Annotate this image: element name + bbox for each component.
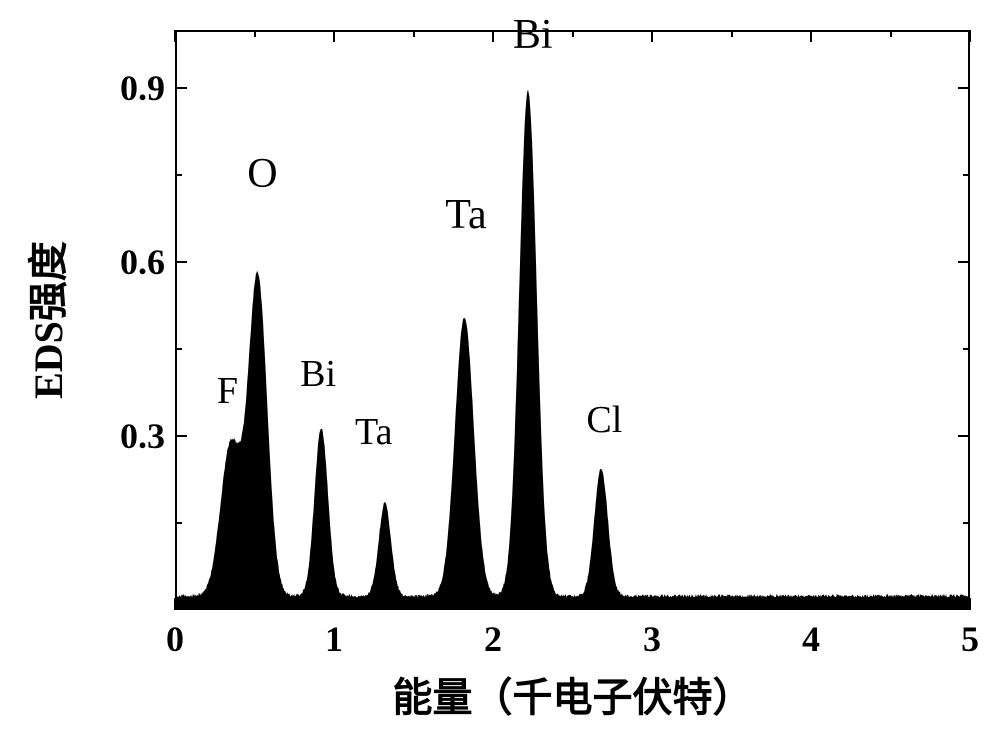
y-tick-minor-right — [963, 348, 970, 350]
x-tick-minor — [254, 603, 256, 610]
x-tick-minor — [413, 603, 415, 610]
x-tick-major — [969, 598, 971, 610]
x-tick-major-top — [810, 30, 812, 42]
x-tick-label: 1 — [325, 618, 343, 660]
y-tick-major-right — [958, 435, 970, 437]
x-tick-minor-top — [413, 30, 415, 37]
y-tick-minor — [175, 522, 182, 524]
spectrum-path — [175, 90, 970, 610]
x-tick-minor-top — [731, 30, 733, 37]
x-tick-label: 5 — [961, 618, 979, 660]
x-axis-label: 能量（千电子伏特） — [393, 665, 753, 723]
y-tick-label: 0.9 — [120, 67, 165, 109]
x-tick-major — [333, 598, 335, 610]
peak-label: Ta — [355, 410, 392, 454]
x-tick-major — [174, 598, 176, 610]
x-tick-major-top — [492, 30, 494, 42]
peak-label: Ta — [445, 191, 486, 239]
y-tick-major — [175, 261, 187, 263]
x-tick-major — [492, 598, 494, 610]
x-tick-minor — [890, 603, 892, 610]
eds-chart: EDS强度 能量（千电子伏特） 0 1 2 3 4 5 0.3 0.6 0.9 F O Bi Ta Ta B… — [0, 0, 1001, 747]
y-tick-major-right — [958, 87, 970, 89]
y-tick-label: 0.3 — [120, 415, 165, 457]
x-tick-major-top — [174, 30, 176, 42]
y-tick-minor-right — [963, 522, 970, 524]
x-tick-major-top — [333, 30, 335, 42]
x-tick-minor — [731, 603, 733, 610]
x-tick-minor-top — [254, 30, 256, 37]
y-tick-minor-right — [963, 174, 970, 176]
y-tick-major-right — [958, 261, 970, 263]
y-tick-major — [175, 87, 187, 89]
x-tick-label: 3 — [643, 618, 661, 660]
peak-label: F — [217, 369, 238, 413]
peak-label: O — [247, 150, 277, 198]
x-tick-minor-top — [890, 30, 892, 37]
y-axis-label: EDS强度 — [16, 241, 74, 399]
peak-label: Bi — [300, 352, 336, 396]
x-tick-major-top — [969, 30, 971, 42]
y-tick-label: 0.6 — [120, 241, 165, 283]
x-tick-major-top — [651, 30, 653, 42]
x-tick-minor — [572, 603, 574, 610]
x-tick-major — [810, 598, 812, 610]
y-tick-minor — [175, 174, 182, 176]
x-tick-minor-top — [572, 30, 574, 37]
peak-label: Bi — [513, 11, 553, 59]
x-tick-label: 4 — [802, 618, 820, 660]
peak-label: Cl — [586, 398, 622, 442]
y-tick-minor — [175, 348, 182, 350]
x-tick-label: 2 — [484, 618, 502, 660]
y-tick-major — [175, 435, 187, 437]
x-tick-major — [651, 598, 653, 610]
x-tick-label: 0 — [166, 618, 184, 660]
